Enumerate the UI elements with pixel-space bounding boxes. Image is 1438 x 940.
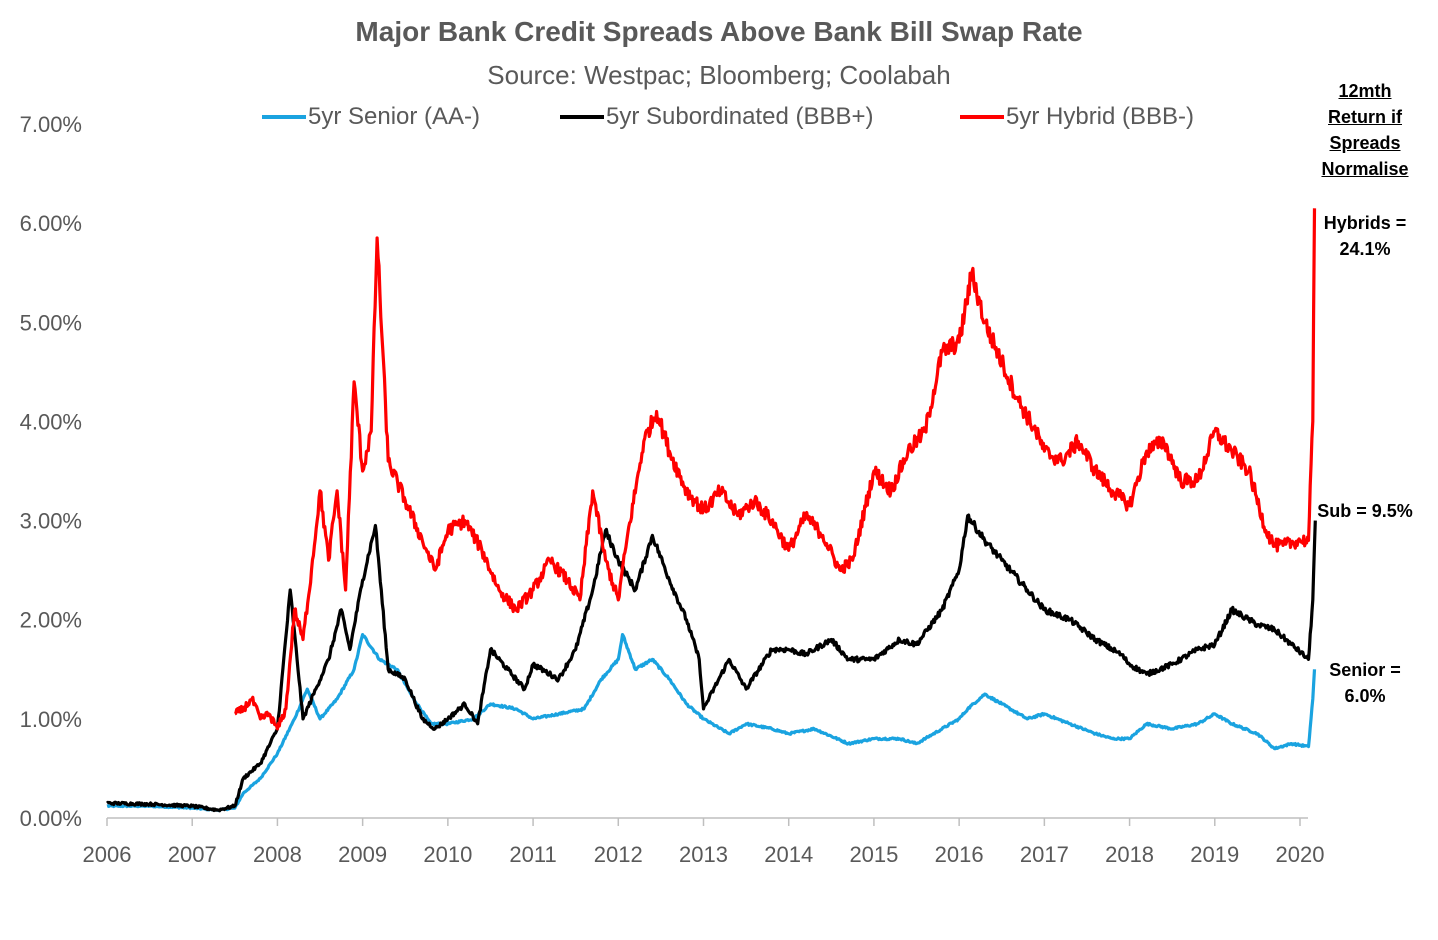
legend-label-subordinated: 5yr Subordinated (BBB+) [606, 103, 874, 130]
annotation-hybrids-return: Hybrids = 24.1% [1323, 213, 1407, 259]
x-tick-label: 2008 [253, 842, 302, 867]
legend-swatch-senior [262, 115, 306, 119]
y-tick-label: 4.00% [20, 409, 82, 434]
y-tick-label: 3.00% [20, 509, 82, 534]
x-tick-label: 2015 [849, 842, 898, 867]
series-line-subordinated [106, 513, 1317, 813]
legend-item-hybrid: 5yr Hybrid (BBB-) [960, 103, 1194, 131]
x-tick-label: 2011 [509, 842, 556, 867]
y-tick-label: 5.00% [20, 310, 82, 335]
chart-axes: 0.00% 1.00% 2.00% 3.00% 4.00% 5.00% 6.00% 7.00%… [20, 112, 1325, 867]
series-line-hybrid [234, 208, 1317, 731]
x-tick-label: 2009 [338, 842, 387, 867]
return-heading: 12mth Return if Spreads Normalise [1321, 81, 1409, 179]
y-tick-label: 7.00% [20, 112, 82, 137]
y-tick-label: 0.00% [20, 806, 82, 831]
annotation-sub-return: Sub = 9.5% [1317, 501, 1413, 521]
x-tick-label: 2013 [679, 842, 728, 867]
annotation-senior-return: Senior = 6.0% [1329, 660, 1401, 706]
x-tick-label: 2012 [594, 842, 643, 867]
y-tick-label: 2.00% [20, 608, 82, 633]
legend-label-hybrid: 5yr Hybrid (BBB-) [1006, 103, 1195, 130]
x-tick-label: 2007 [168, 842, 217, 867]
x-tick-label: 2019 [1190, 842, 1239, 867]
x-tick-label: 2010 [423, 842, 472, 867]
legend-item-senior: 5yr Senior (AA-) [262, 103, 480, 131]
chart-series-layer [106, 208, 1317, 813]
y-tick-label: 1.00% [20, 707, 82, 732]
series-line-senior [106, 633, 1317, 813]
legend-swatch-hybrid [960, 115, 1004, 119]
x-tick-label: 2014 [764, 842, 813, 867]
x-tick-label: 2016 [935, 842, 984, 867]
legend-label-senior: 5yr Senior (AA-) [308, 103, 481, 130]
x-tick-label: 2018 [1105, 842, 1154, 867]
chart-subtitle: Source: Westpac; Bloomberg; Coolabah [487, 60, 951, 90]
legend-item-subordinated: 5yr Subordinated (BBB+) [560, 103, 873, 131]
legend-swatch-subordinated [560, 115, 604, 119]
x-tick-label: 2017 [1020, 842, 1069, 867]
x-tick-label: 2006 [83, 842, 132, 867]
chart-title: Major Bank Credit Spreads Above Bank Bil… [355, 16, 1083, 47]
x-tick-label: 2020 [1276, 842, 1325, 867]
y-tick-label: 6.00% [20, 211, 82, 236]
